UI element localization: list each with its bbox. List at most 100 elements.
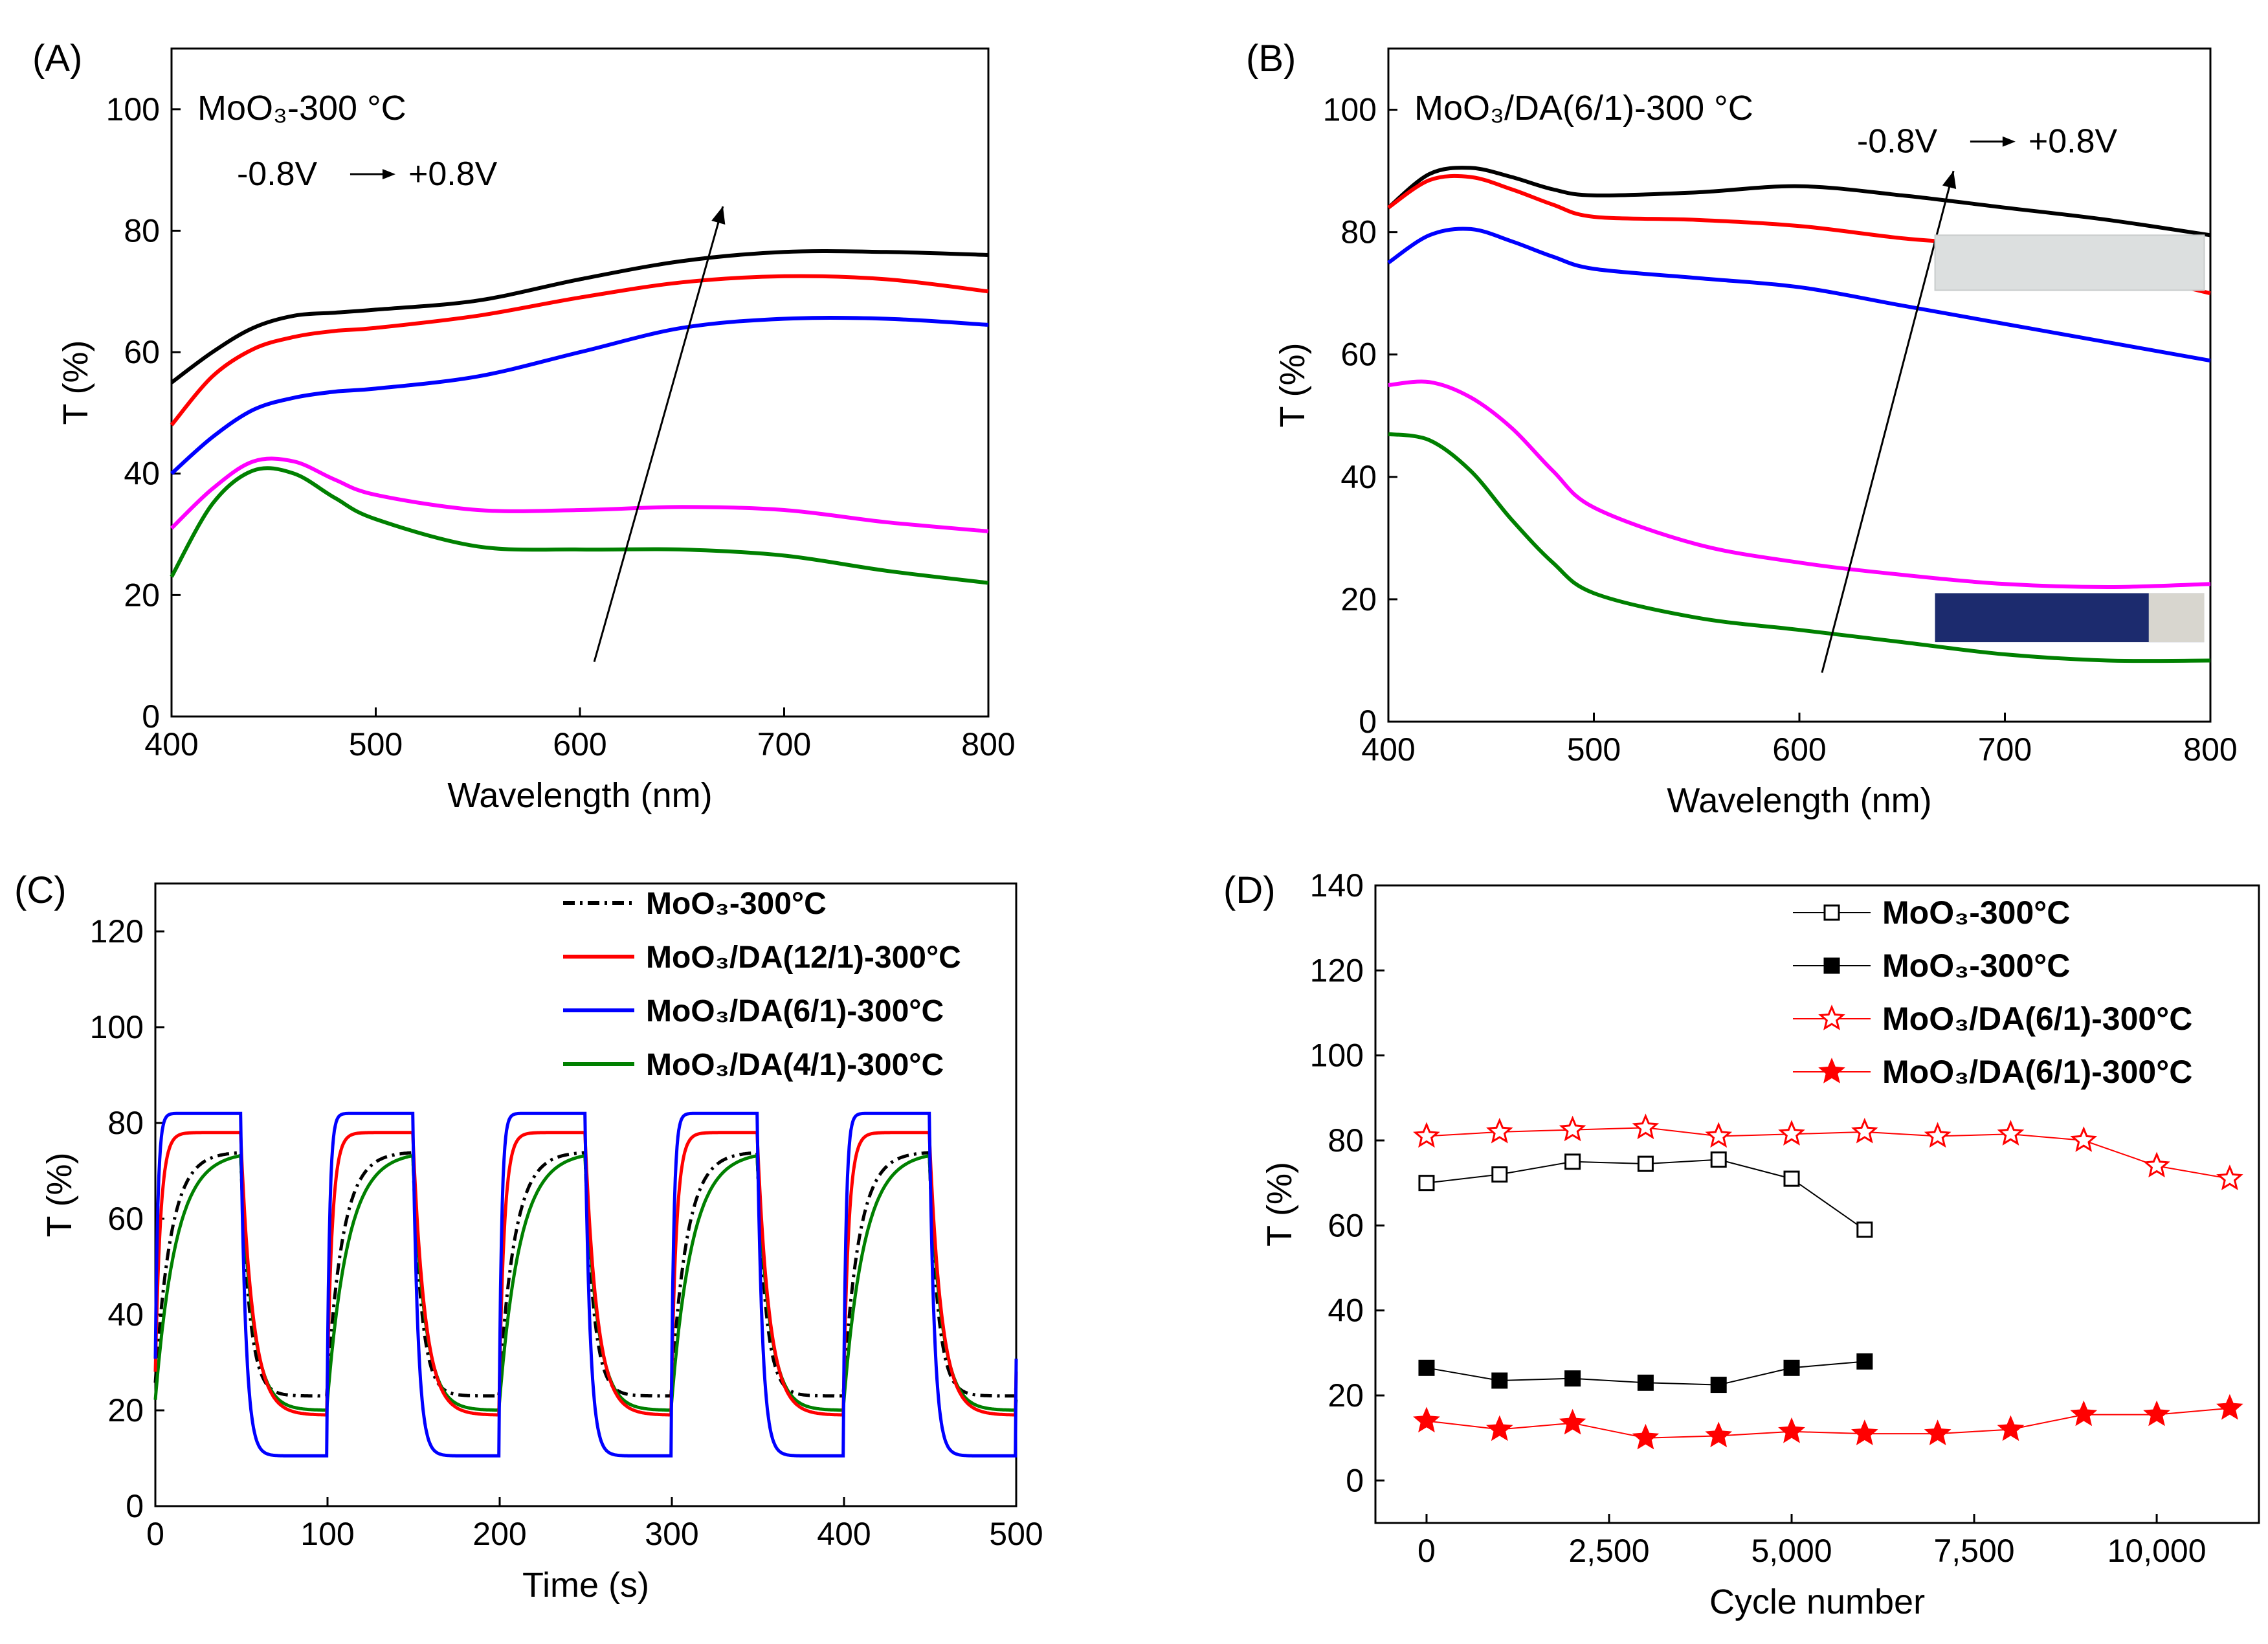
x-tick-label: 7,500	[1933, 1533, 2014, 1569]
y-tick-label: 20	[107, 1392, 144, 1428]
data-point-star-open	[1632, 1113, 1660, 1140]
data-point-square-filled	[1637, 1374, 1654, 1391]
x-tick-label: 700	[757, 726, 811, 762]
y-tick-label: 0	[142, 698, 160, 735]
legend-label: MoO₃/DA(4/1)-300°C	[646, 1048, 944, 1082]
y-tick-label: 80	[107, 1105, 144, 1141]
data-point-square-open	[1823, 904, 1840, 921]
y-tick-label: 60	[124, 334, 160, 370]
data-point-square-open	[1783, 1170, 1800, 1187]
y-tick-label: 0	[126, 1488, 144, 1524]
trend-arrow-head	[1942, 171, 1957, 190]
data-point-star-filled	[1778, 1417, 1805, 1443]
data-point-square-open	[1710, 1151, 1727, 1168]
bleached-film-photo	[1934, 234, 2205, 291]
y-tick-label: 0	[1359, 704, 1377, 740]
data-point-star-open	[1851, 1117, 1878, 1144]
data-point-star-open	[1486, 1117, 1513, 1144]
data-point-star-open	[1559, 1115, 1586, 1142]
data-point-star-open	[1413, 1122, 1440, 1148]
y-tick-label: 80	[1328, 1122, 1364, 1159]
data-point-star-open	[1818, 1005, 1845, 1030]
data-point-star-open	[1924, 1122, 1951, 1148]
data-point-square-open	[1418, 1175, 1435, 1192]
voltage-to-label: +0.8V	[408, 155, 498, 193]
trend-arrow	[593, 206, 724, 662]
data-point-star-filled	[1413, 1406, 1440, 1433]
panel-label: (B)	[1246, 38, 1296, 80]
data-point-star-filled	[1924, 1419, 1951, 1445]
y-tick-label: 100	[106, 91, 160, 128]
panel-a: 400 500 600 700 800 0 20 40 60 80 100 Wavelength (n…	[32, 38, 1016, 815]
data-point-star-filled	[1818, 1058, 1845, 1083]
series-line--0.4V	[170, 456, 989, 533]
voltage-from-label: -0.8V	[237, 155, 318, 193]
data-point-star-open	[2216, 1164, 2243, 1190]
data-point-star-filled	[1997, 1415, 2025, 1441]
y-tick-label: 120	[90, 913, 144, 950]
x-tick-label: 2,500	[1568, 1533, 1649, 1569]
y-tick-label: 60	[107, 1201, 144, 1237]
x-tick-label: 100	[300, 1516, 354, 1552]
data-point-square-filled	[1823, 957, 1840, 974]
x-tick-label: 400	[144, 726, 198, 762]
y-axis-label: T (%)	[56, 340, 95, 425]
x-tick-label: 300	[645, 1516, 698, 1552]
x-tick-label: 800	[2183, 731, 2237, 768]
y-axis-label: T (%)	[40, 1153, 79, 1238]
series-line-0V	[1387, 227, 2211, 363]
legend-label: MoO₃-300°C	[1882, 948, 2070, 984]
y-tick-label: 40	[1328, 1293, 1364, 1329]
data-point-square-filled	[1856, 1353, 1873, 1370]
y-tick-label: 20	[1340, 581, 1377, 617]
series-line-0V	[170, 315, 989, 475]
x-tick-label: 0	[146, 1516, 164, 1552]
y-tick-label: 40	[107, 1296, 144, 1333]
legend-label: MoO₃/DA(6/1)-300°C	[1882, 1054, 2192, 1090]
y-tick-label: 80	[1340, 214, 1377, 250]
series-line-+0.4V	[170, 274, 989, 427]
data-point-star-open	[1997, 1120, 2025, 1146]
data-point-star-open	[1705, 1122, 1733, 1148]
voltage-to-label: +0.8V	[2029, 123, 2118, 161]
y-tick-label: 100	[1323, 92, 1377, 128]
y-tick-label: 140	[1310, 867, 1364, 904]
plot-frame	[170, 47, 990, 718]
x-tick-label: 400	[1361, 731, 1415, 768]
x-axis-label: Time (s)	[522, 1566, 649, 1605]
x-axis-label: Cycle number	[1709, 1583, 1925, 1621]
data-point-square-filled	[1564, 1370, 1581, 1387]
y-tick-label: 0	[1346, 1462, 1364, 1498]
trend-arrow-head	[711, 206, 726, 225]
panel-b: 400 500 600 700 800 0 20 40 60 80 100 Wavelength (n…	[1246, 38, 2238, 820]
y-tick-label: 20	[124, 577, 160, 613]
data-point-star-filled	[1559, 1408, 1586, 1435]
y-tick-label: 60	[1340, 337, 1377, 373]
series-line-MoO₃/DA(6/1)-300°C	[1426, 1127, 2230, 1180]
x-axis-label: Wavelength (nm)	[1667, 781, 1931, 820]
data-point-star-open	[2070, 1126, 2098, 1152]
voltage-from-label: -0.8V	[1857, 123, 1938, 161]
data-point-star-filled	[2216, 1394, 2243, 1420]
x-tick-label: 500	[989, 1516, 1043, 1552]
panel-label: (C)	[14, 869, 67, 911]
series-line-MoO₃/DA(6/1)-300°C	[1426, 1407, 2230, 1439]
y-tick-label: 40	[1340, 459, 1377, 495]
data-point-star-open	[2143, 1151, 2170, 1178]
x-tick-label: 700	[1978, 731, 2032, 768]
legend-label: MoO₃/DA(6/1)-300°C	[646, 994, 944, 1028]
legend-label: MoO₃/DA(12/1)-300°C	[646, 940, 961, 975]
x-tick-label: 400	[817, 1516, 871, 1552]
y-tick-label: 40	[124, 456, 160, 492]
y-tick-label: 80	[124, 212, 160, 249]
series-line-+0.8V	[1387, 166, 2211, 238]
panel-label: (D)	[1223, 869, 1276, 911]
x-tick-label: 800	[961, 726, 1015, 762]
y-tick-label: 20	[1328, 1377, 1364, 1414]
data-point-star-open	[1778, 1120, 1805, 1146]
data-point-star-filled	[2070, 1400, 2098, 1427]
data-point-star-filled	[1851, 1419, 1878, 1445]
data-point-square-filled	[1710, 1377, 1727, 1394]
y-tick-label: 100	[1310, 1038, 1364, 1074]
legend-label: MoO₃/DA(6/1)-300°C	[1882, 1001, 2192, 1037]
